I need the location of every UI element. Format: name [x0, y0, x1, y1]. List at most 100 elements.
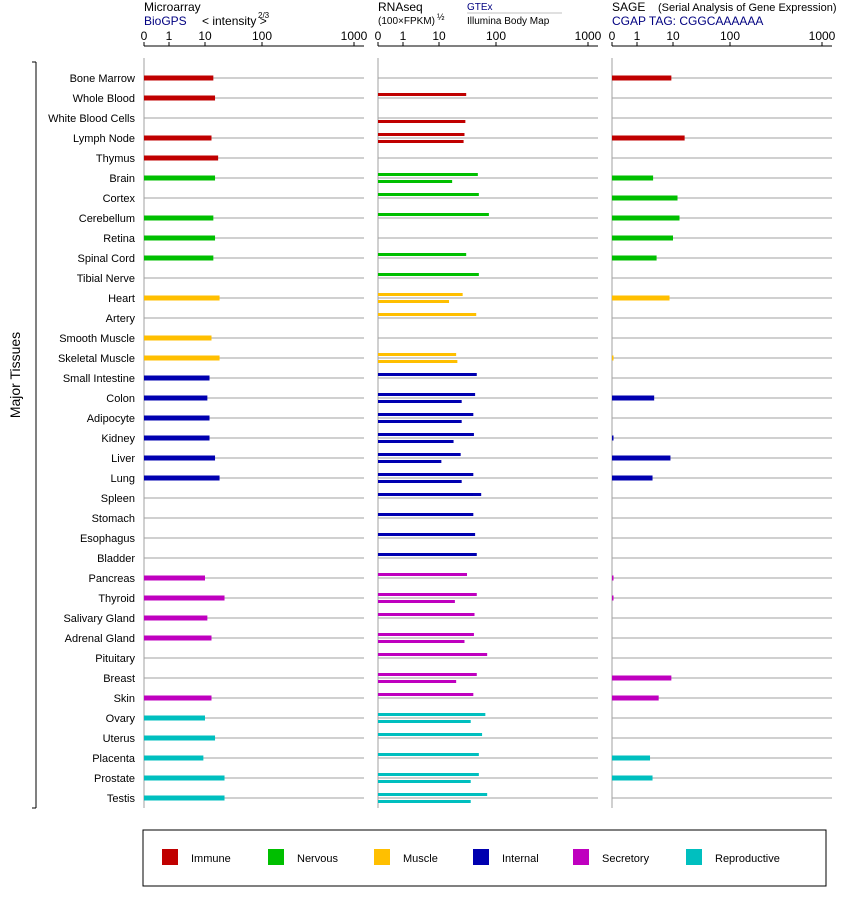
bar: [144, 175, 216, 181]
tissue-label: Thyroid: [98, 593, 135, 605]
panel-subtitle: (Serial Analysis of Gene Expression): [658, 2, 837, 14]
x-tick-label: 10: [666, 29, 680, 43]
tissue-label: Pituitary: [95, 653, 135, 665]
bar-gtex: [378, 473, 474, 476]
bar-gtex: [378, 573, 468, 576]
legend-swatch-reproductive: [686, 849, 702, 865]
bar-gtex: [378, 493, 482, 496]
x-tick-label: 100: [720, 29, 740, 43]
legend: [142, 829, 827, 887]
bar: [144, 135, 212, 141]
legend-label-reproductive: Reproductive: [715, 853, 780, 865]
tissue-label: Adipocyte: [87, 413, 135, 425]
bar: [144, 715, 205, 721]
bar: [144, 255, 214, 261]
tissue-label: Bone Marrow: [70, 73, 135, 85]
panel-exponent: 2/3: [258, 11, 270, 20]
bar-illumina: [378, 640, 465, 643]
legend-swatch-secretory: [573, 849, 589, 865]
x-tick-label: 100: [486, 29, 506, 43]
bar: [612, 75, 672, 81]
bar: [612, 175, 654, 181]
bar-gtex: [378, 393, 476, 396]
bar: [144, 155, 219, 161]
bar-gtex: [378, 793, 488, 796]
bar-illumina: [378, 460, 442, 463]
tissue-label: Smooth Muscle: [59, 333, 135, 345]
bar: [612, 235, 673, 241]
tissue-label: Colon: [106, 393, 135, 405]
bar-illumina: [378, 120, 466, 123]
bar-illumina: [378, 720, 471, 723]
y-axis-label: Major Tissues: [7, 332, 23, 418]
x-tick-label: 1: [400, 29, 407, 43]
x-tick-label: 0: [609, 29, 616, 43]
bar: [144, 795, 225, 801]
bar-gtex: [378, 313, 477, 316]
tissue-label: Lung: [111, 473, 135, 485]
tissue-label: Skin: [114, 693, 135, 705]
tissue-label: Thymus: [96, 153, 136, 165]
bar: [612, 435, 614, 441]
panel-microarray: [143, 42, 364, 808]
bar: [144, 775, 225, 781]
bar: [612, 255, 657, 261]
legend-label-muscle: Muscle: [403, 853, 438, 865]
x-tick-label: 10: [432, 29, 446, 43]
tissue-label: Cerebellum: [79, 213, 135, 225]
bar-illumina: [378, 180, 453, 183]
bar-gtex: [378, 133, 465, 136]
bar-gtex: [378, 213, 489, 216]
tissue-label: Testis: [107, 793, 136, 805]
bar: [144, 235, 216, 241]
tissue-label: Tibial Nerve: [77, 273, 135, 285]
bar: [612, 595, 614, 601]
bar: [144, 575, 205, 581]
tissue-label: Uterus: [103, 733, 136, 745]
bar: [144, 455, 216, 461]
bar-illumina: [378, 360, 458, 363]
bar: [612, 135, 685, 141]
bar: [144, 215, 214, 221]
bar-gtex: [378, 253, 467, 256]
bar-gtex: [378, 413, 474, 416]
bar-gtex: [378, 593, 477, 596]
legend-label-secretory: Secretory: [602, 853, 650, 865]
bar: [612, 295, 670, 301]
tissue-label: Adrenal Gland: [65, 633, 135, 645]
bar-gtex: [378, 533, 476, 536]
tissue-label: Prostate: [94, 773, 135, 785]
legend-swatch-muscle: [374, 849, 390, 865]
x-tick-label: 1000: [341, 29, 368, 43]
bar-gtex: [378, 713, 486, 716]
bar: [144, 395, 208, 401]
bar: [144, 755, 204, 761]
bar-gtex: [378, 693, 474, 696]
bar: [144, 335, 212, 341]
bar-illumina: [378, 480, 462, 483]
bar-gtex: [378, 633, 474, 636]
bar-gtex: [378, 193, 479, 196]
bar-illumina: [378, 780, 471, 783]
bar-gtex: [378, 653, 488, 656]
x-tick-label: 1000: [575, 29, 602, 43]
bar: [144, 295, 220, 301]
panel-title: SAGE: [612, 0, 645, 14]
bar: [144, 415, 210, 421]
legend-label-nervous: Nervous: [297, 853, 338, 865]
tissue-label: Cortex: [103, 193, 136, 205]
bar: [144, 735, 216, 741]
bar: [144, 75, 214, 81]
panel-title: RNAseq: [378, 0, 423, 14]
panel-source: BioGPS: [144, 14, 187, 28]
panel-unit: (100×FPKM): [378, 16, 435, 27]
bar: [612, 395, 655, 401]
x-tick-label: 0: [141, 29, 148, 43]
bar: [612, 755, 651, 761]
bar: [612, 475, 653, 481]
tissue-label: Esophagus: [80, 533, 136, 545]
panel-source-gtex: GTEx: [467, 2, 493, 13]
bar: [144, 635, 212, 641]
bar-illumina: [378, 440, 454, 443]
tissue-label: Pancreas: [89, 573, 136, 585]
